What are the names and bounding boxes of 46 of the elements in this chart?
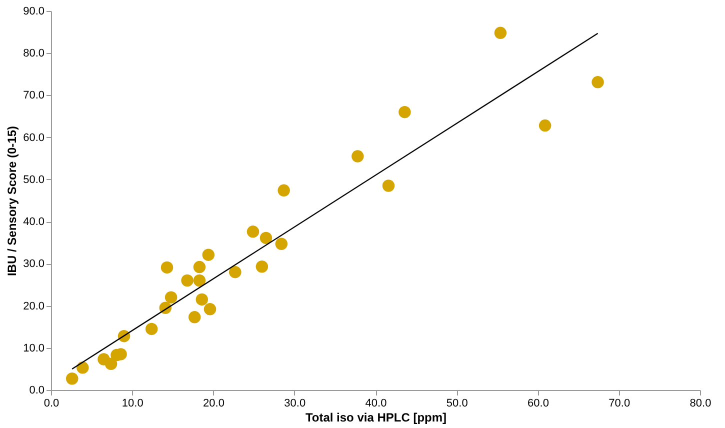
point bbox=[275, 238, 288, 250]
x-tick-label: 20.0 bbox=[203, 398, 224, 410]
point bbox=[104, 358, 118, 370]
point bbox=[196, 293, 208, 306]
x-tick-label: 30.0 bbox=[284, 398, 306, 410]
y-tick-label: 20.0 bbox=[23, 300, 44, 312]
y-tick-label: 70.0 bbox=[23, 90, 44, 102]
point bbox=[204, 303, 216, 316]
y-tick-label: 10.0 bbox=[23, 342, 44, 354]
point bbox=[229, 266, 242, 278]
x-tick-label: 50.0 bbox=[446, 398, 468, 410]
point bbox=[160, 261, 174, 274]
y-axis-title: IBU / Sensory Score (0-15) bbox=[5, 126, 20, 276]
point bbox=[188, 311, 201, 324]
point bbox=[278, 184, 290, 197]
x-tick-label: 10.0 bbox=[122, 398, 144, 410]
point bbox=[260, 232, 272, 244]
y-tick-label: 60.0 bbox=[23, 132, 44, 144]
point bbox=[538, 119, 552, 132]
point bbox=[164, 291, 178, 304]
point bbox=[193, 260, 206, 274]
point bbox=[352, 150, 364, 162]
point bbox=[256, 260, 268, 273]
y-tick-label: 0.0 bbox=[29, 384, 44, 396]
y-tick-label: 80.0 bbox=[23, 48, 44, 60]
point bbox=[246, 226, 260, 238]
x-tick-label: 80.0 bbox=[690, 398, 712, 410]
x-tick-label: 60.0 bbox=[528, 398, 549, 410]
y-tick-label: 30.0 bbox=[23, 258, 44, 270]
point bbox=[145, 322, 158, 336]
y-tick-label: 40.0 bbox=[23, 216, 44, 228]
point bbox=[494, 26, 507, 40]
y-tick-label: 50.0 bbox=[23, 174, 44, 186]
point bbox=[76, 362, 89, 374]
x-axis-title: Total iso via HPLC [ppm] bbox=[305, 410, 447, 424]
y-tick-label: 90.0 bbox=[23, 6, 44, 18]
point bbox=[193, 274, 206, 287]
x-tick-label: 70.0 bbox=[608, 398, 630, 410]
x-tick-label: 0.0 bbox=[44, 398, 60, 410]
point bbox=[398, 106, 411, 118]
point bbox=[382, 180, 395, 192]
point bbox=[592, 76, 604, 88]
point bbox=[66, 372, 78, 385]
x-tick-label: 40.0 bbox=[365, 398, 387, 410]
point bbox=[202, 248, 215, 261]
point bbox=[181, 274, 194, 287]
